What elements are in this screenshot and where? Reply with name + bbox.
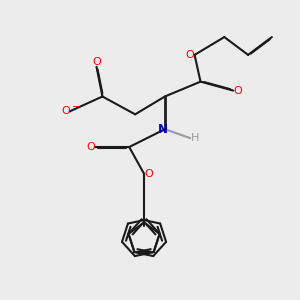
- Text: −: −: [72, 102, 80, 112]
- Text: O: O: [233, 85, 242, 96]
- Text: O: O: [86, 142, 95, 152]
- Text: O: O: [186, 50, 194, 60]
- Text: O: O: [144, 169, 153, 179]
- Text: N: N: [158, 123, 168, 136]
- Text: O: O: [61, 106, 70, 116]
- Text: O: O: [92, 57, 101, 67]
- Text: H: H: [190, 133, 199, 143]
